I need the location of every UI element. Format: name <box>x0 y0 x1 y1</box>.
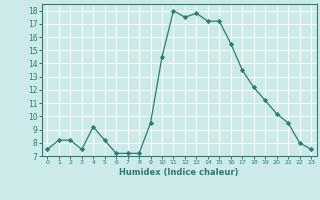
X-axis label: Humidex (Indice chaleur): Humidex (Indice chaleur) <box>119 168 239 177</box>
